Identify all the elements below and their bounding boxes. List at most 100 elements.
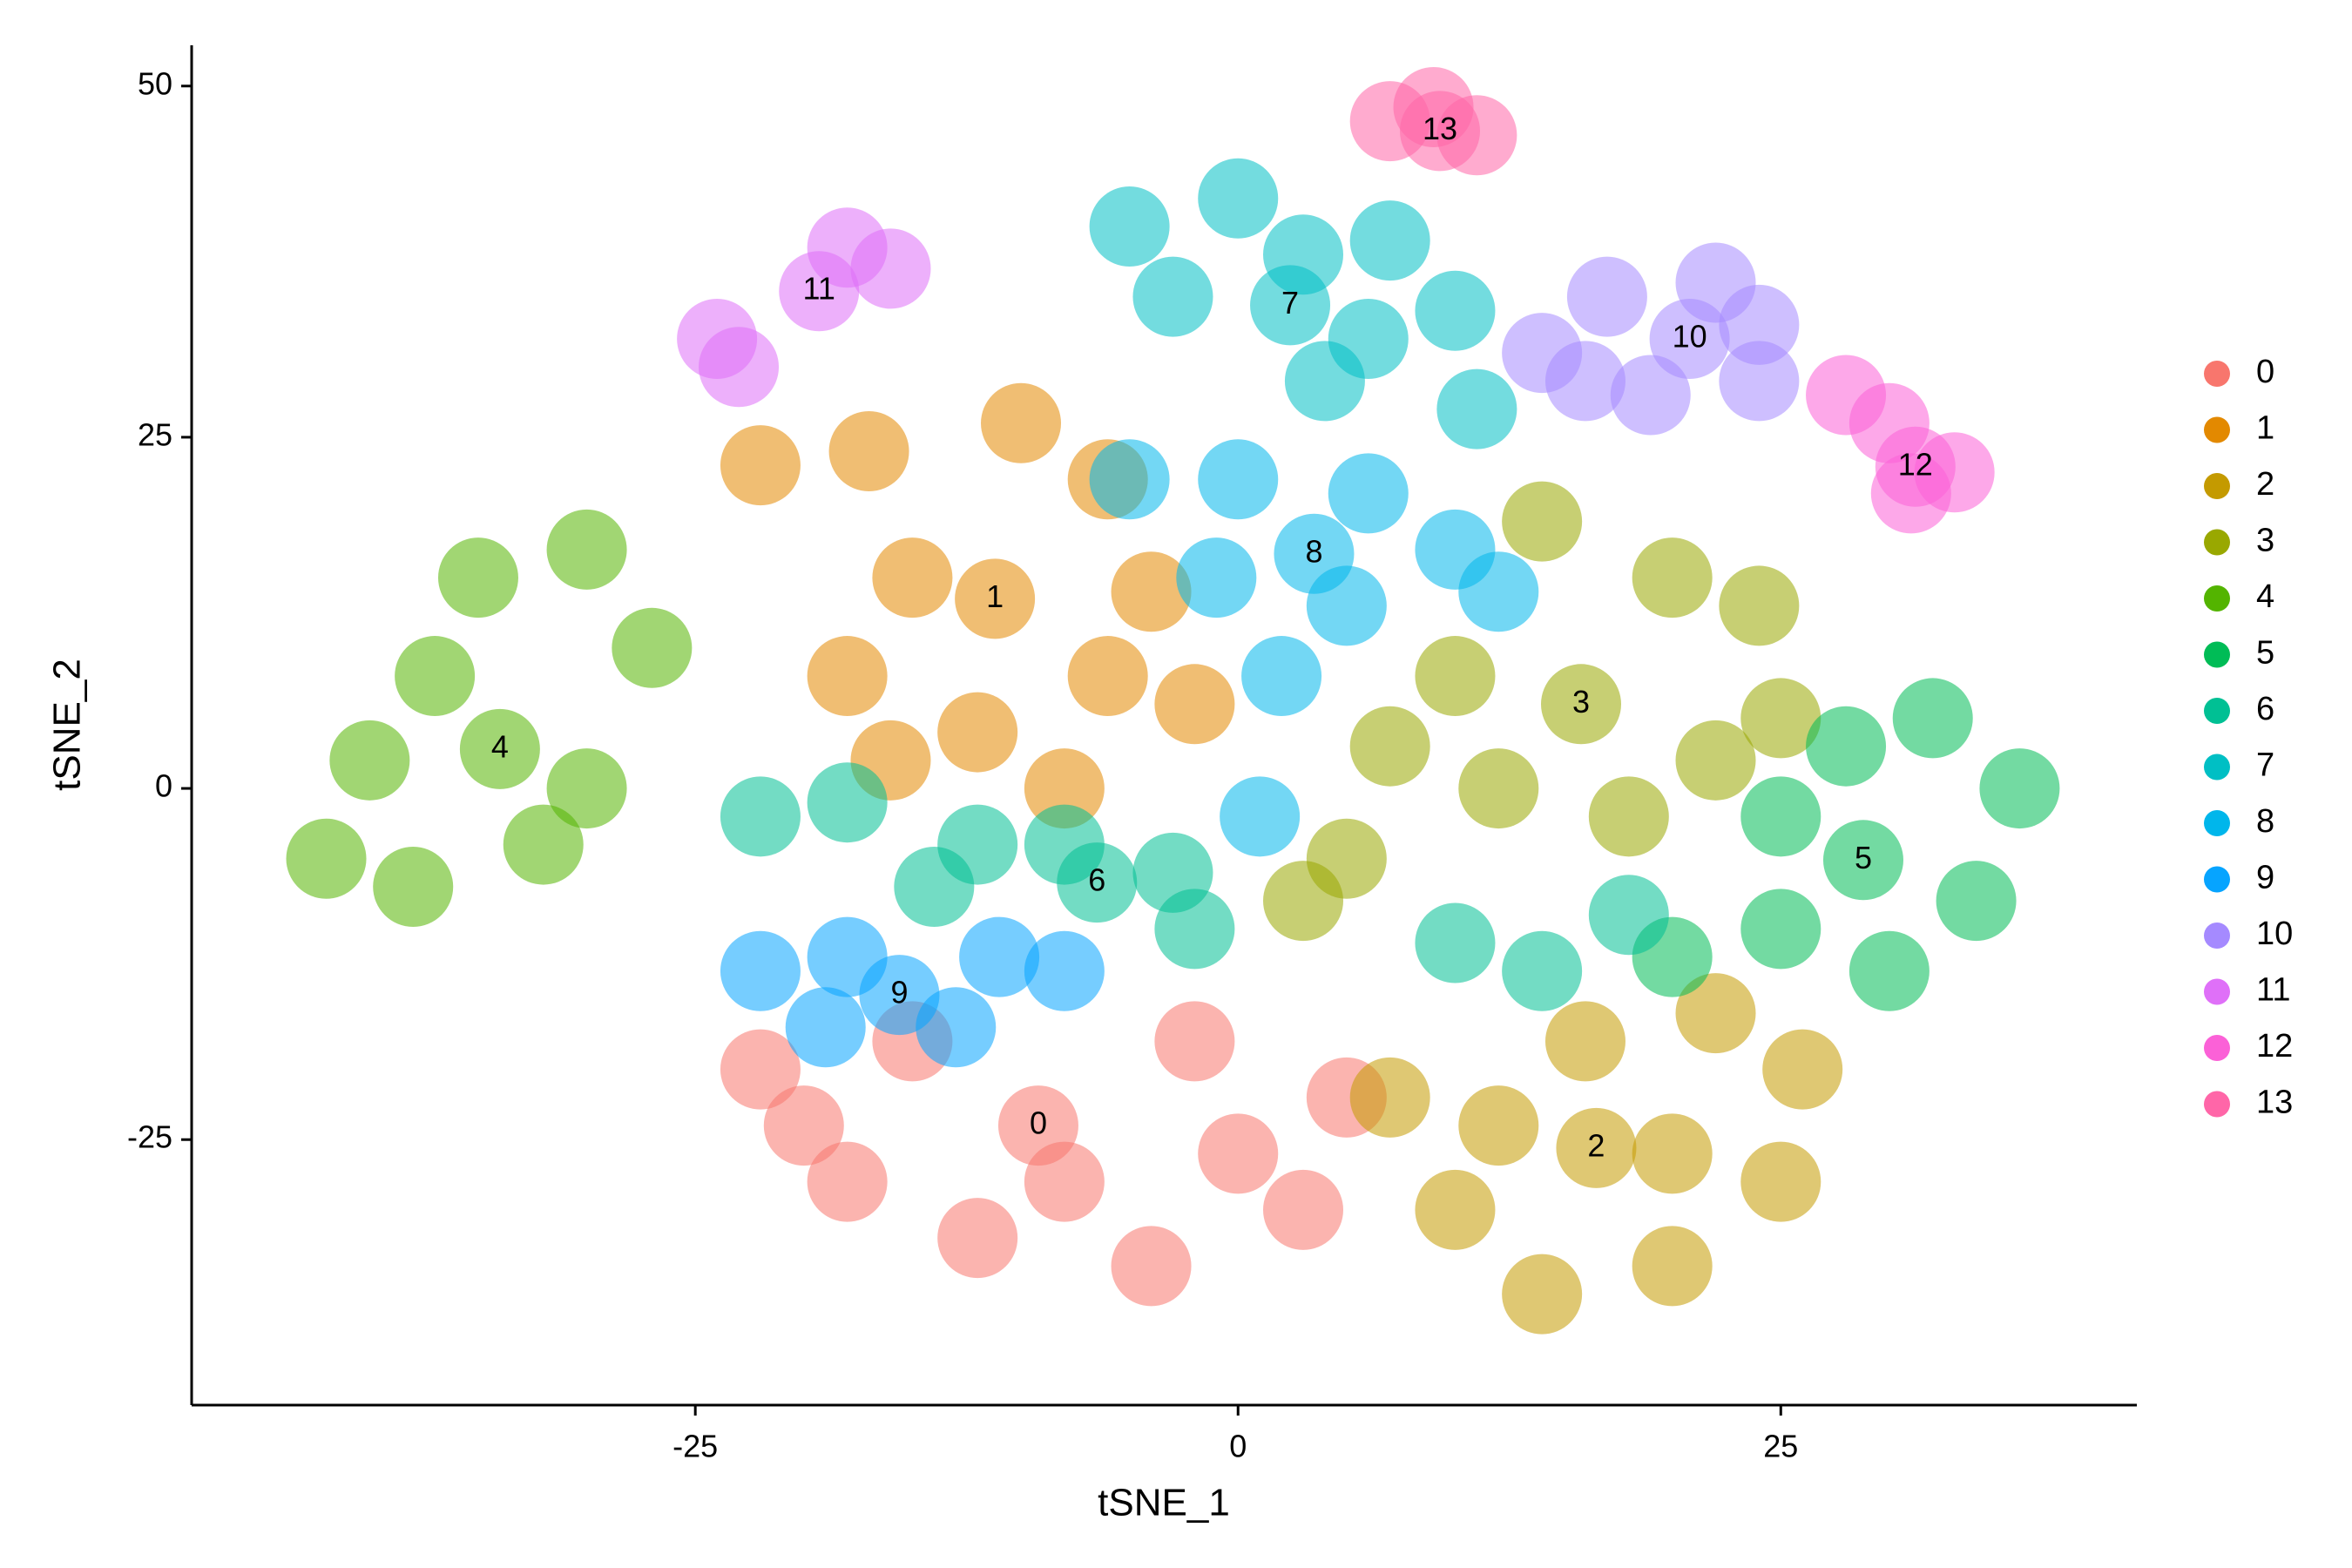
cluster-point bbox=[981, 382, 1062, 463]
cluster-point bbox=[286, 818, 367, 899]
cluster-point bbox=[1154, 889, 1235, 970]
cluster-point bbox=[1458, 551, 1539, 632]
legend-label: 13 bbox=[2256, 1085, 2293, 1121]
cluster-point bbox=[720, 776, 801, 857]
cluster-center bbox=[859, 955, 940, 1036]
cluster-point bbox=[1719, 341, 1800, 422]
cluster-point bbox=[612, 607, 693, 688]
cluster-point bbox=[1740, 776, 1821, 857]
cluster-point bbox=[1588, 776, 1669, 857]
cluster-point bbox=[1632, 1226, 1713, 1307]
cluster-point bbox=[1349, 1057, 1430, 1138]
legend-swatch bbox=[2204, 529, 2230, 556]
cluster-point bbox=[894, 846, 975, 927]
cluster-point bbox=[373, 846, 454, 927]
cluster-center bbox=[1822, 820, 1903, 901]
cluster-point bbox=[1740, 889, 1821, 970]
cluster-point bbox=[1241, 636, 1322, 717]
cluster-point bbox=[395, 636, 476, 717]
cluster-label: 6 bbox=[1088, 862, 1105, 898]
cluster-point bbox=[1848, 930, 1930, 1011]
cluster-label: 10 bbox=[1673, 319, 1707, 355]
cluster-center bbox=[1057, 842, 1138, 923]
legend-swatch bbox=[2204, 866, 2230, 893]
cluster-point bbox=[807, 636, 888, 717]
cluster-point bbox=[1740, 678, 1821, 759]
cluster-point bbox=[720, 930, 801, 1011]
legend-swatch bbox=[2204, 416, 2230, 443]
cluster-point bbox=[1740, 1141, 1821, 1222]
legend-label: 5 bbox=[2256, 635, 2274, 672]
cluster-point bbox=[937, 1198, 1018, 1279]
cluster-point bbox=[763, 1085, 844, 1166]
legend-swatch bbox=[2204, 641, 2230, 668]
cluster-point bbox=[1349, 706, 1430, 787]
cluster-point bbox=[1176, 537, 1257, 618]
cluster-point bbox=[937, 692, 1018, 773]
cluster-point bbox=[1762, 1029, 1843, 1110]
legend-swatch bbox=[2204, 473, 2230, 499]
legend-swatch bbox=[2204, 923, 2230, 949]
cluster-point bbox=[1502, 481, 1583, 562]
legend-swatch bbox=[2204, 810, 2230, 836]
legend-swatch bbox=[2204, 978, 2230, 1005]
cluster-point bbox=[1349, 200, 1430, 281]
cluster-point bbox=[437, 537, 518, 618]
cluster-point bbox=[1458, 1085, 1539, 1166]
cluster-label: 8 bbox=[1305, 533, 1322, 569]
legend-label: 1 bbox=[2256, 410, 2274, 447]
cluster-point bbox=[872, 537, 953, 618]
cluster-point bbox=[503, 804, 584, 885]
cluster-point bbox=[720, 1029, 801, 1110]
cluster-point bbox=[699, 327, 780, 408]
cluster-point bbox=[1024, 930, 1105, 1011]
cluster-point bbox=[1263, 861, 1343, 942]
cluster-point bbox=[1220, 776, 1301, 857]
cluster-point bbox=[1415, 636, 1496, 717]
legend-label: 7 bbox=[2256, 747, 2274, 784]
cluster-point bbox=[1675, 720, 1756, 801]
y-tick-label: 50 bbox=[138, 65, 172, 101]
cluster-point bbox=[1675, 973, 1756, 1054]
cluster-point bbox=[1436, 368, 1517, 449]
cluster-center bbox=[459, 708, 540, 789]
cluster-point bbox=[1198, 1113, 1279, 1194]
cluster-label: 2 bbox=[1587, 1127, 1605, 1163]
cluster-center bbox=[1649, 299, 1730, 380]
cluster-point bbox=[1502, 1254, 1583, 1335]
cluster-point bbox=[1089, 186, 1170, 267]
legend-label: 3 bbox=[2256, 523, 2274, 559]
legend-swatch bbox=[2204, 1035, 2230, 1061]
legend-label: 9 bbox=[2256, 860, 2274, 896]
cluster-point bbox=[1544, 1001, 1625, 1082]
cluster-label: 7 bbox=[1281, 285, 1299, 321]
legend-label: 8 bbox=[2256, 803, 2274, 840]
cluster-point bbox=[828, 411, 909, 492]
cluster-point bbox=[1154, 664, 1235, 745]
cluster-point bbox=[1632, 1113, 1713, 1194]
cluster-point bbox=[959, 916, 1040, 997]
cluster-point bbox=[1198, 439, 1279, 520]
y-tick-label: 0 bbox=[155, 768, 172, 804]
cluster-point bbox=[1328, 453, 1409, 534]
legend-label: 12 bbox=[2256, 1028, 2293, 1064]
legend-label: 2 bbox=[2256, 466, 2274, 503]
legend-label: 6 bbox=[2256, 691, 2274, 727]
x-tick-label: 0 bbox=[1229, 1429, 1247, 1464]
cluster-point bbox=[1892, 678, 1973, 759]
cluster-point bbox=[1415, 1169, 1496, 1250]
cluster-point bbox=[1502, 313, 1583, 394]
cluster-point bbox=[1979, 748, 2060, 829]
cluster-point bbox=[1806, 706, 1887, 787]
cluster-label: 0 bbox=[1030, 1105, 1047, 1141]
cluster-point bbox=[1458, 748, 1539, 829]
cluster-center bbox=[1556, 1107, 1637, 1188]
plot-area bbox=[286, 66, 2060, 1335]
legend-label: 11 bbox=[2256, 972, 2290, 1009]
cluster-point bbox=[785, 987, 866, 1068]
cluster-point bbox=[1415, 270, 1496, 351]
cluster-point bbox=[1154, 1001, 1235, 1082]
cluster-point bbox=[807, 762, 888, 843]
legend-label: 10 bbox=[2256, 916, 2293, 952]
